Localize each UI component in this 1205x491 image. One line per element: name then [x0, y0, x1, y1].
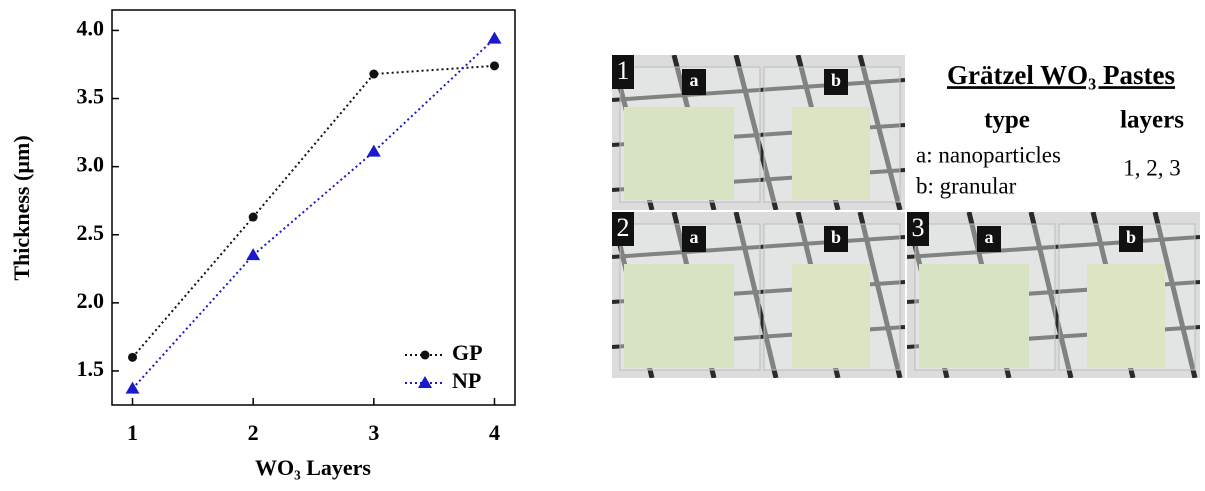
marker — [369, 70, 378, 79]
grid-line — [550, 212, 590, 378]
y-tick-label: 4.0 — [77, 15, 105, 40]
sample-label: a — [690, 227, 699, 247]
y-tick-label: 2.5 — [77, 220, 105, 245]
panel-title: Grätzel WO₃ Pastes — [947, 60, 1175, 90]
column-header: type — [984, 107, 1030, 134]
x-tick-label: 2 — [248, 420, 259, 445]
x-tick-label: 1 — [127, 420, 138, 445]
film — [792, 107, 870, 200]
x-tick-label: 3 — [368, 420, 379, 445]
marker — [249, 213, 258, 222]
film — [919, 264, 1029, 368]
type-entry: b: granular — [916, 173, 1017, 198]
figure: WO₃ Layers Thickness (µm) 1.5 2.0 2.5 3.0 3.… — [0, 0, 1205, 491]
series-line — [133, 66, 495, 357]
y-tick-label: 3.0 — [77, 152, 105, 177]
x-axis-label: WO₃ Layers — [255, 455, 371, 480]
marker — [126, 382, 140, 394]
film — [624, 264, 734, 368]
film — [792, 264, 870, 368]
film — [624, 107, 734, 200]
marker — [128, 353, 137, 362]
sample-label: a — [985, 227, 994, 247]
marker — [421, 351, 430, 360]
legend-label: NP — [452, 368, 481, 393]
marker — [490, 61, 499, 70]
line-chart: WO₃ Layers Thickness (µm) 1.5 2.0 2.5 3.0 3.… — [9, 10, 515, 480]
photo — [550, 212, 962, 378]
photo-panel: Grätzel WO₃ Pastes type layers a: nanopa… — [550, 55, 1205, 378]
sample-label: a — [690, 70, 699, 90]
photo-number: 2 — [617, 213, 630, 242]
column-header: layers — [1120, 107, 1184, 134]
photo-number: 3 — [912, 213, 925, 242]
grid-line — [550, 55, 590, 210]
y-tick-label: 1.5 — [77, 356, 105, 381]
series-line — [133, 39, 495, 389]
x-tick-label: 4 — [489, 420, 500, 445]
marker — [246, 248, 260, 260]
sample-label: b — [831, 70, 841, 90]
y-tick-label: 2.0 — [77, 288, 105, 313]
photo — [550, 55, 962, 210]
legend-label: GP — [452, 340, 483, 365]
marker — [487, 32, 501, 44]
y-axis-label: Thickness (µm) — [9, 135, 34, 280]
photo-number: 1 — [617, 56, 630, 85]
y-tick-label: 3.5 — [77, 84, 105, 109]
film — [1087, 264, 1165, 368]
layers-entry: 1, 2, 3 — [1123, 155, 1181, 180]
sample-label: b — [831, 227, 841, 247]
sample-label: b — [1126, 227, 1136, 247]
type-entry: a: nanoparticles — [916, 142, 1061, 167]
